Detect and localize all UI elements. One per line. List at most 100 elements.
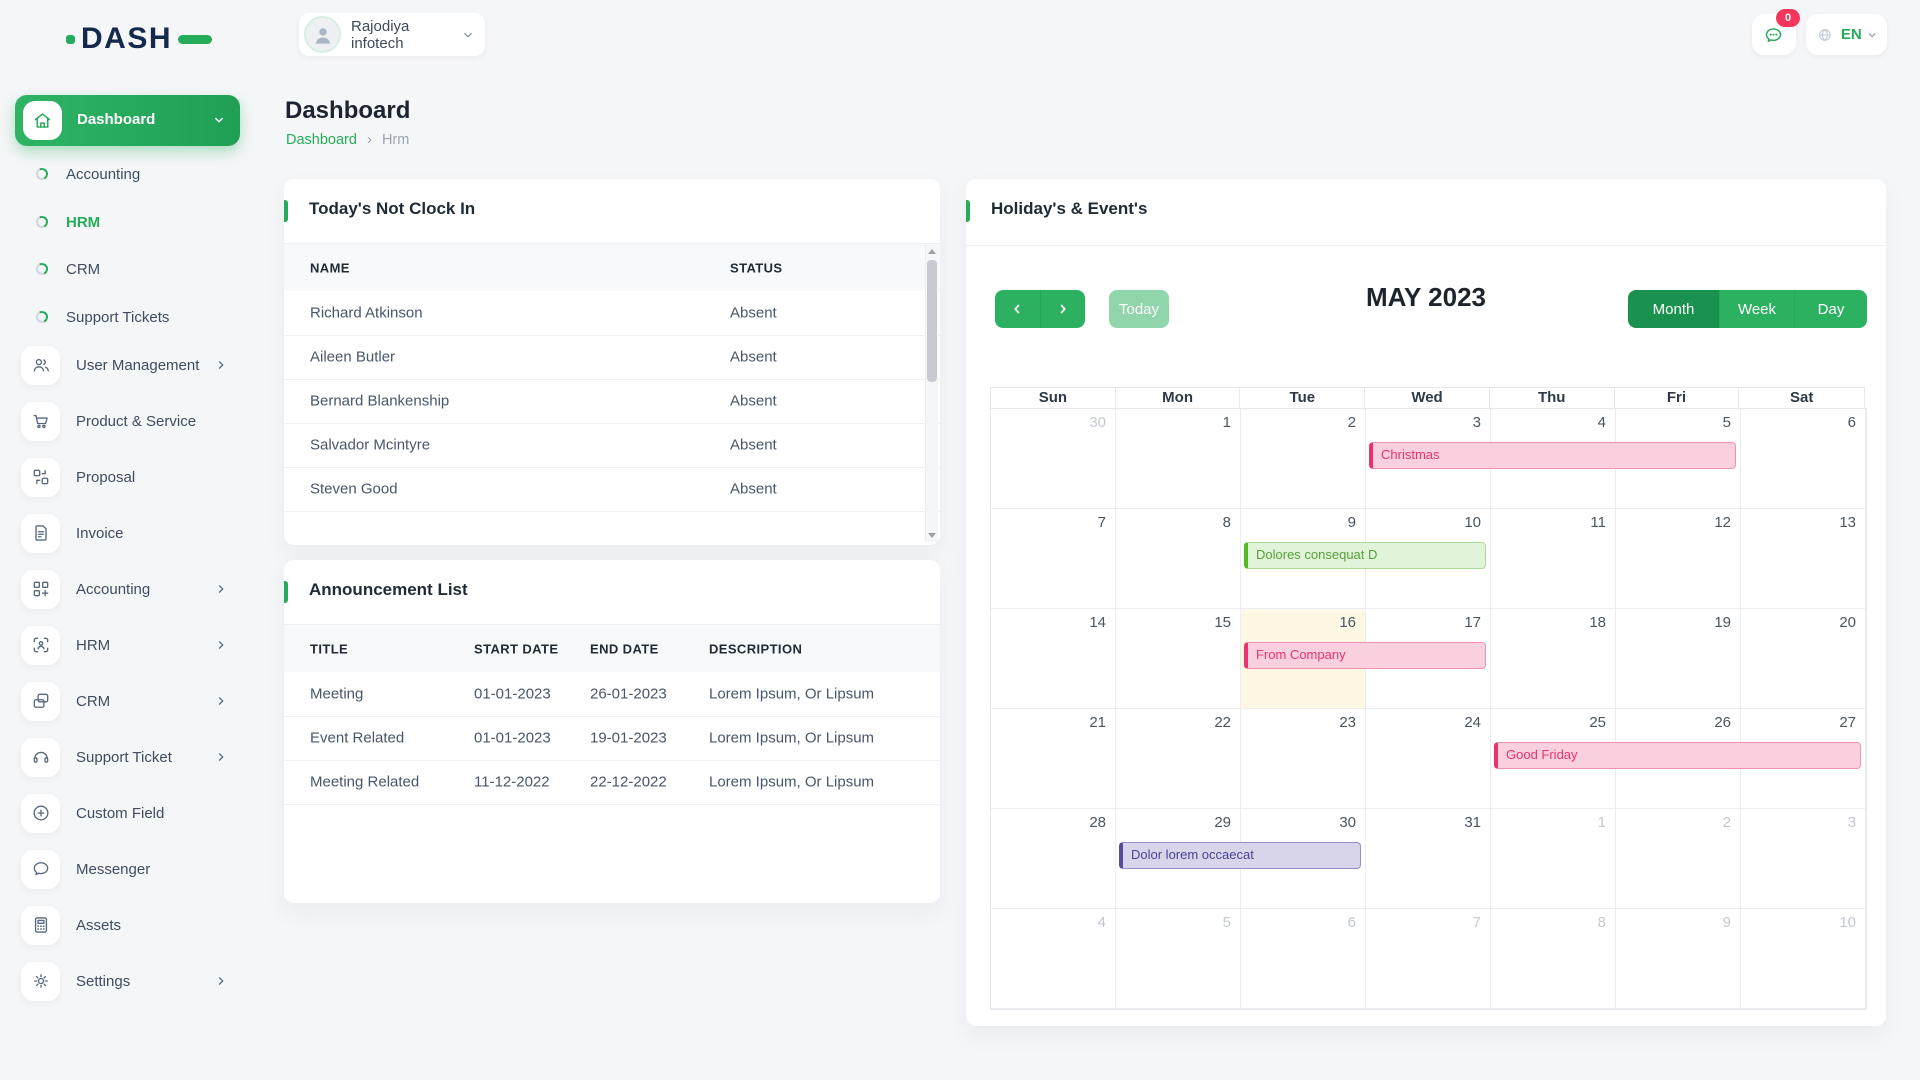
end-date: 26-01-2023 (590, 685, 667, 703)
description: Lorem Ipsum, Or Lipsum (709, 685, 875, 703)
calendar-day[interactable]: 22 (1116, 709, 1241, 809)
sidebar-item-settings[interactable]: Settings (15, 956, 240, 1006)
sidebar-item-accounting[interactable]: Accounting (15, 159, 240, 189)
breadcrumb-separator-icon: › (366, 131, 372, 148)
calendar-day[interactable]: 31 (1366, 809, 1491, 909)
breadcrumb-home-link[interactable]: Dashboard (286, 131, 357, 148)
app-logo[interactable]: DASH (66, 22, 213, 55)
calendar-day[interactable]: 5 (1616, 409, 1741, 509)
column-header-status: STATUS (730, 260, 783, 275)
notifications-button[interactable]: 0 (1752, 9, 1800, 55)
calendar-day[interactable]: 10 (1741, 909, 1866, 1009)
sidebar-item-label: Accounting (76, 580, 151, 598)
calendar-nav-buttons (995, 290, 1085, 328)
sidebar-item-hrm[interactable]: HRM (15, 620, 240, 670)
scrollbar-thumb[interactable] (927, 260, 937, 382)
holidays-events-card: Holiday's & Event's Today MAY 2023 Month… (966, 179, 1886, 1026)
calendar-day[interactable]: 5 (1116, 909, 1241, 1009)
chat-icon (21, 849, 60, 889)
calendar-day[interactable]: 14 (991, 609, 1116, 709)
calendar-day[interactable]: 20 (1741, 609, 1866, 709)
language-selector[interactable]: EN (1806, 14, 1887, 55)
view-week-button[interactable]: Week (1719, 290, 1794, 328)
view-day-button[interactable]: Day (1794, 290, 1867, 328)
sidebar-item-support-tickets[interactable]: Support Tickets (15, 302, 240, 332)
calendar-day[interactable]: 6 (1741, 409, 1866, 509)
sidebar-item-crm[interactable]: CRM (15, 676, 240, 726)
calendar-day[interactable]: 1 (1491, 809, 1616, 909)
calendar-day[interactable]: 9 (1616, 909, 1741, 1009)
calendar-day[interactable]: 21 (991, 709, 1116, 809)
sidebar-item-custom-field[interactable]: Custom Field (15, 788, 240, 838)
bullet-icon (34, 166, 50, 182)
sidebar-item-messenger[interactable]: Messenger (15, 844, 240, 894)
sidebar-item-hrm[interactable]: HRM (15, 207, 240, 237)
day-header: Sat (1790, 389, 1814, 406)
calendar-day[interactable]: 1 (1116, 409, 1241, 509)
calendar-day[interactable]: 23 (1241, 709, 1366, 809)
sidebar-item-assets[interactable]: Assets (15, 900, 240, 950)
sidebar-item-invoice[interactable]: Invoice (15, 508, 240, 558)
employee-name: Salvador Mcintyre (310, 436, 431, 454)
breadcrumb: Dashboard › Hrm (286, 131, 409, 148)
next-month-button[interactable] (1040, 290, 1085, 328)
company-selector[interactable]: Rajodiya infotech (299, 13, 485, 56)
sidebar-item-accounting[interactable]: Accounting (15, 564, 240, 614)
calendar-day[interactable]: 27 (1741, 709, 1866, 809)
sidebar-item-user-management[interactable]: User Management (15, 340, 240, 390)
prev-month-button[interactable] (995, 290, 1041, 328)
sidebar-item-support-ticket[interactable]: Support Ticket (15, 732, 240, 782)
sidebar-item-crm[interactable]: CRM (15, 254, 240, 284)
calendar-day[interactable]: 8 (1491, 909, 1616, 1009)
sidebar-item-proposal[interactable]: Proposal (15, 452, 240, 502)
calendar-day[interactable]: 7 (1366, 909, 1491, 1009)
table-row: Event Related 01-01-2023 19-01-2023 Lorem I… (284, 716, 940, 761)
calendar-day[interactable]: 30 (1241, 809, 1366, 909)
calendar-event-dolores-consequat-d[interactable]: Dolores consequat D (1244, 542, 1486, 569)
calendar-event-dolor-lorem-occaecat[interactable]: Dolor lorem occaecat (1119, 842, 1361, 869)
calendar-day[interactable]: 4 (991, 909, 1116, 1009)
sidebar-item-label: Accounting (66, 165, 141, 183)
calendar-day[interactable]: 18 (1491, 609, 1616, 709)
announcement-title: Meeting Related (310, 773, 420, 791)
calendar-day[interactable]: 12 (1616, 509, 1741, 609)
calendar-day[interactable]: 28 (991, 809, 1116, 909)
scroll-up-button[interactable] (926, 245, 938, 258)
card-accent-bar (284, 581, 288, 603)
calendar-event-from-company[interactable]: From Company (1244, 642, 1486, 669)
calendar-day[interactable]: 30 (991, 409, 1116, 509)
calendar-day[interactable]: 3 (1741, 809, 1866, 909)
calendar-day[interactable]: 10 (1366, 509, 1491, 609)
calendar-day[interactable]: 7 (991, 509, 1116, 609)
today-button[interactable]: Today (1109, 290, 1169, 328)
employee-name: Bernard Blankenship (310, 392, 450, 410)
calendar-day[interactable]: 11 (1491, 509, 1616, 609)
calendar-day[interactable]: 13 (1741, 509, 1866, 609)
column-header-start-date: START DATE (474, 641, 559, 656)
scroll-down-button[interactable] (926, 529, 938, 542)
attendance-status: Absent (730, 392, 777, 410)
calendar-day[interactable]: 2 (1241, 409, 1366, 509)
proposal-icon (21, 457, 60, 497)
sidebar-item-product-service[interactable]: Product & Service (15, 396, 240, 446)
calendar-day[interactable]: 6 (1241, 909, 1366, 1009)
logo-text: DASH (81, 22, 173, 55)
calendar-day[interactable]: 8 (1116, 509, 1241, 609)
calendar-event-good-friday[interactable]: Good Friday (1494, 742, 1861, 769)
description: Lorem Ipsum, Or Lipsum (709, 729, 875, 747)
vertical-scrollbar[interactable] (925, 245, 938, 542)
table-row: Meeting 01-01-2023 26-01-2023 Lorem Ipsum, … (284, 672, 940, 717)
sidebar-item-dashboard[interactable]: Dashboard (15, 95, 240, 146)
calendar-day[interactable]: 15 (1116, 609, 1241, 709)
sidebar-item-label: CRM (76, 692, 111, 710)
card-title: Today's Not Clock In (309, 199, 476, 218)
calendar-day[interactable]: 19 (1616, 609, 1741, 709)
employee-name: Richard Atkinson (310, 304, 423, 322)
calendar-day[interactable]: 24 (1366, 709, 1491, 809)
crm-icon (21, 681, 60, 721)
view-month-button[interactable]: Month (1628, 290, 1719, 328)
calendar-event-christmas[interactable]: Christmas (1369, 442, 1736, 469)
calendar-day[interactable]: 17 (1366, 609, 1491, 709)
calendar-day[interactable]: 2 (1616, 809, 1741, 909)
